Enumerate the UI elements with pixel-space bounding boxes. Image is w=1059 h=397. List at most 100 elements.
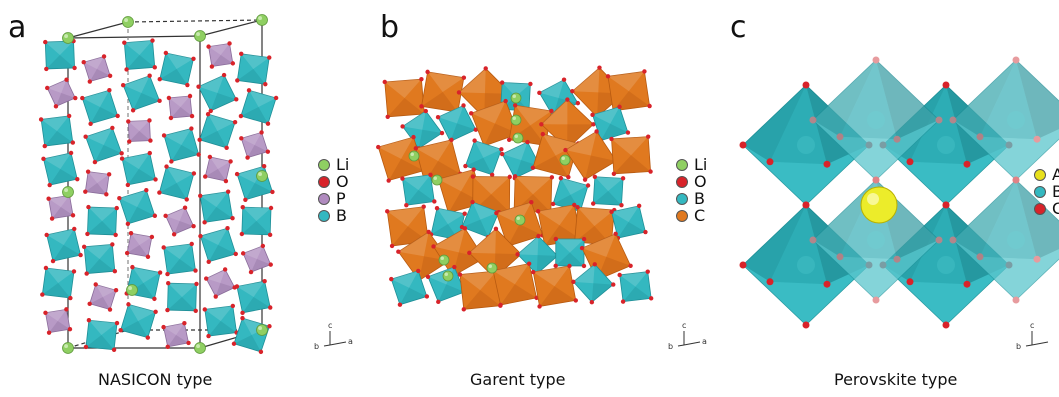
nasicon-li-atoms — [62, 14, 268, 354]
b-octahedron — [809, 56, 943, 184]
oxygen-atom — [413, 146, 419, 151]
b-octahedron — [161, 241, 198, 277]
oxygen-atom — [529, 199, 534, 205]
caption-nasicon: NASICON type — [98, 370, 213, 389]
li-atom — [62, 186, 74, 198]
li-atom — [438, 254, 450, 266]
oxygen-atom — [228, 159, 233, 164]
oxygen-atom — [198, 193, 203, 199]
oxygen-atom — [235, 78, 240, 83]
oxygen-atom — [238, 113, 244, 119]
c-dodecahedron — [385, 204, 431, 249]
oxygen-atom — [161, 245, 166, 250]
c-dodecahedron — [419, 69, 467, 115]
oxygen-atom — [893, 135, 901, 143]
oxygen-atom — [449, 137, 454, 143]
b-octahedron — [198, 189, 235, 225]
b-octahedron — [949, 56, 1059, 184]
oxygen-atom — [38, 117, 44, 122]
c-dodecahedron — [396, 229, 452, 283]
oxygen-atom — [536, 233, 541, 239]
oxygen-atom — [432, 199, 437, 204]
caption-perovskite: Perovskite type — [834, 370, 958, 389]
oxygen-atom — [605, 74, 611, 79]
legend-item-o: O — [676, 173, 707, 190]
swatch-a-icon — [1034, 168, 1046, 181]
phosphate-tetrahedron — [163, 205, 196, 237]
oxygen-atom — [157, 77, 162, 82]
oxygen-atom — [470, 199, 475, 205]
oxygen-atom — [152, 65, 157, 70]
oxygen-atom — [127, 139, 132, 144]
caption-garnet: Garent type — [470, 370, 566, 389]
oxygen-atom — [872, 296, 880, 304]
oxygen-atom — [107, 307, 113, 312]
oxygen-atom — [572, 202, 577, 208]
oxygen-atom — [239, 51, 244, 57]
oxygen-atom — [549, 108, 554, 114]
legend-item-p: P — [318, 190, 349, 207]
oxygen-atom — [642, 69, 647, 74]
oxygen-atom — [44, 232, 49, 238]
phosphate-tetrahedron — [81, 54, 113, 84]
b-octahedron — [44, 226, 83, 264]
b-octahedron — [609, 203, 648, 241]
c-dodecahedron — [467, 226, 524, 281]
phosphate-tetrahedron — [203, 154, 233, 184]
swatch-b-icon — [1034, 185, 1046, 198]
oxygen-atom — [597, 65, 602, 70]
oxygen-atom — [145, 335, 151, 340]
oxygen-atom — [182, 205, 188, 210]
oxygen-atom — [234, 171, 240, 177]
swatch-p-icon — [318, 192, 330, 205]
oxygen-atom — [802, 201, 810, 209]
oxygen-atom — [592, 262, 597, 267]
swatch-li-icon — [318, 158, 330, 171]
li-atom — [512, 132, 524, 144]
li-atom — [194, 30, 206, 42]
oxygen-atom — [809, 116, 817, 124]
oxygen-atom — [267, 55, 272, 60]
swatch-c-icon — [676, 209, 688, 222]
oxygen-atom — [766, 158, 774, 166]
oxygen-atom — [263, 81, 268, 87]
axis-label-b: b — [668, 342, 673, 351]
oxygen-atom — [197, 137, 202, 143]
oxygen-atom — [575, 100, 581, 106]
legend-item-b: B — [318, 207, 349, 224]
oxygen-atom — [191, 223, 196, 229]
oxygen-atom — [86, 318, 92, 323]
oxygen-atom — [101, 54, 107, 59]
b-octahedron — [400, 172, 437, 208]
axis-indicator-c: c b — [1016, 321, 1049, 351]
oxygen-atom — [268, 205, 274, 211]
panel-letter-c: c — [730, 10, 747, 45]
phosphate-tetrahedron — [43, 307, 73, 335]
oxygen-atom — [949, 116, 957, 124]
oxygen-atom — [187, 93, 193, 99]
oxygen-atom — [119, 151, 124, 156]
oxygen-atom — [579, 245, 585, 251]
oxygen-atom — [836, 133, 844, 141]
li-atom — [510, 114, 522, 126]
oxygen-atom — [206, 259, 211, 264]
li-atom — [514, 214, 526, 226]
oxygen-atom — [396, 249, 401, 254]
oxygen-atom — [208, 108, 213, 114]
garnet-polyhedra — [376, 65, 654, 312]
legend-item-li: Li — [318, 156, 349, 173]
axis-label-a: a — [348, 337, 353, 346]
oxygen-atom — [400, 124, 405, 129]
oxygen-atom — [389, 243, 395, 249]
b-octahedron — [41, 150, 80, 188]
oxygen-atom — [81, 60, 86, 65]
oxygen-atom — [260, 243, 266, 249]
oxygen-atom — [613, 231, 618, 237]
axis-label-c: c — [1030, 321, 1034, 330]
oxygen-atom — [836, 253, 844, 261]
li-atom — [559, 154, 571, 166]
oxygen-atom — [152, 296, 157, 302]
oxygen-atom — [528, 81, 533, 87]
oxygen-atom — [47, 182, 52, 188]
oxygen-atom — [503, 98, 508, 104]
